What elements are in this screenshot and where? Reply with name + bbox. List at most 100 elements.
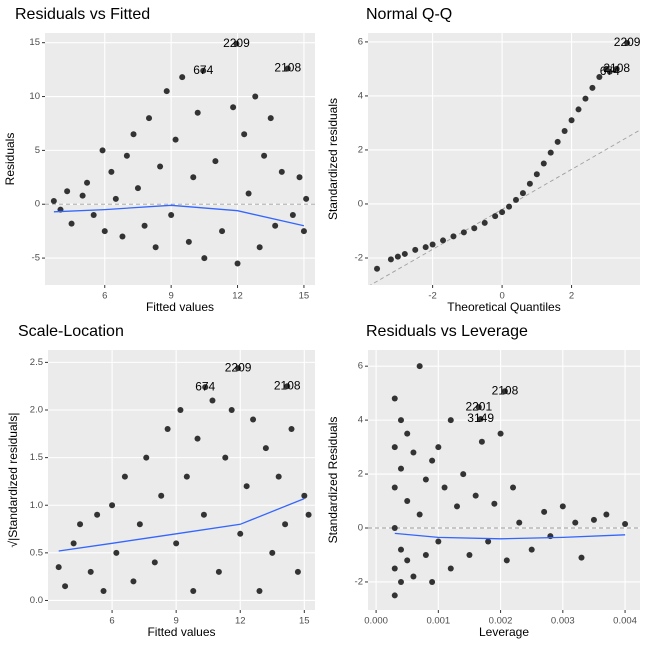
point <box>99 147 106 154</box>
point <box>590 516 597 523</box>
point <box>391 484 398 491</box>
point <box>422 476 429 483</box>
x-tick-label: 0.000 <box>364 616 388 627</box>
point <box>190 174 197 181</box>
point-label: 2201 <box>465 399 492 413</box>
point <box>303 195 310 202</box>
point <box>613 65 620 72</box>
point <box>241 131 248 138</box>
point <box>561 128 568 135</box>
point <box>526 180 533 187</box>
point <box>547 149 554 156</box>
point <box>284 65 291 72</box>
plot-background <box>368 33 640 285</box>
point <box>55 564 62 571</box>
point <box>200 511 207 518</box>
point <box>510 484 517 491</box>
smooth-line <box>53 204 305 227</box>
y-tick-label: 2.5 <box>30 357 43 368</box>
point <box>499 209 506 216</box>
point <box>245 190 252 197</box>
point <box>491 500 498 507</box>
point <box>394 253 401 260</box>
point <box>173 540 180 547</box>
point <box>101 228 108 235</box>
point <box>622 520 629 527</box>
point <box>541 508 548 515</box>
point <box>79 192 86 199</box>
point <box>300 228 307 235</box>
y-tick-label: 4 <box>358 415 363 426</box>
point <box>77 521 84 528</box>
point <box>501 388 508 395</box>
plot-background <box>45 33 315 285</box>
y-tick-label: 2 <box>358 469 363 480</box>
point <box>136 521 143 528</box>
point <box>559 503 566 510</box>
point <box>278 168 285 175</box>
point <box>84 179 91 186</box>
point <box>391 444 398 451</box>
x-tick-label: 15 <box>299 291 310 302</box>
y-tick-label: 0 <box>35 199 40 210</box>
point <box>267 115 274 122</box>
panel: 0.000 0.001 0.002 0.003 0.004 -2 0 2 4 6 210822013… <box>326 323 640 639</box>
point <box>435 444 442 451</box>
x-axis-title: Fitted values <box>147 625 215 639</box>
point <box>582 95 589 102</box>
point <box>50 198 57 204</box>
point-label: 2108 <box>274 61 301 75</box>
point <box>460 471 467 478</box>
point <box>109 502 116 509</box>
point-label: 2209 <box>225 360 252 374</box>
x-tick-label: 0.003 <box>551 616 575 627</box>
y-tick-label: 1.0 <box>30 500 43 511</box>
point <box>163 88 170 95</box>
chart-title: Normal Q-Q <box>366 6 452 23</box>
y-tick-label: 0.0 <box>30 595 43 606</box>
point-label: 2209 <box>614 35 641 49</box>
point <box>572 519 579 526</box>
point <box>233 40 240 47</box>
point <box>497 430 504 437</box>
point <box>475 404 482 411</box>
point-label: 3149 <box>467 411 494 425</box>
plot-area <box>369 39 640 285</box>
point <box>401 250 408 257</box>
plot-area <box>45 40 315 267</box>
y-axis-title: Standardized residuals <box>326 98 340 220</box>
point <box>219 228 226 235</box>
point <box>179 74 186 81</box>
point <box>397 546 404 553</box>
point <box>412 246 419 253</box>
x-tick-label: 15 <box>299 616 310 627</box>
point <box>416 363 423 370</box>
point <box>391 565 398 572</box>
point <box>305 511 312 518</box>
point <box>485 538 492 545</box>
point <box>440 237 447 244</box>
point <box>68 220 75 227</box>
point <box>471 225 478 232</box>
point <box>228 407 235 413</box>
x-tick-label: 12 <box>235 616 246 627</box>
x-tick-label: 2 <box>569 291 574 302</box>
point <box>391 525 398 532</box>
point <box>391 592 398 599</box>
x-tick-label: 6 <box>109 616 114 627</box>
y-tick-label: 6 <box>358 36 363 47</box>
x-axis-title: Fitted values <box>146 300 214 314</box>
chart-title: Residuals vs Leverage <box>366 323 528 340</box>
point <box>512 196 519 203</box>
point <box>194 109 201 116</box>
point <box>460 229 467 236</box>
point <box>177 407 184 413</box>
point <box>275 473 282 480</box>
point <box>158 492 165 499</box>
point <box>119 233 126 240</box>
y-tick-label: 5 <box>35 145 40 156</box>
point <box>90 212 97 218</box>
point <box>516 519 523 526</box>
